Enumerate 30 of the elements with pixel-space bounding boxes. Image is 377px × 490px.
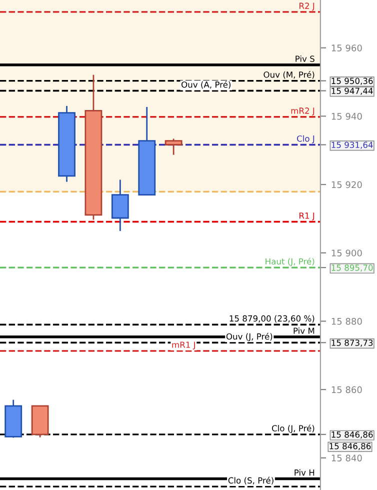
- y-tick-label: 15 920: [332, 181, 362, 188]
- y-tick-label: 15 895,70: [332, 264, 373, 272]
- y-tick-label: 15 840: [332, 454, 362, 462]
- candlestick: [111, 179, 129, 232]
- y-tick-label: 15 846,86: [332, 431, 373, 439]
- y-tick-label: 15 931,64: [332, 142, 373, 149]
- ref-line-label: Piv H: [294, 469, 314, 476]
- y-tick-label: 15 950,36: [332, 78, 373, 85]
- y-tick-label: 15 873,73: [332, 340, 373, 347]
- ref-line-label: R2 J: [300, 2, 314, 11]
- ref-line-label: Ouv (J, Pré): [226, 332, 272, 342]
- y-tick-label: 15 960: [332, 44, 362, 52]
- candlestick: [58, 105, 76, 182]
- ref-line-label: Clo J: [297, 135, 314, 144]
- ref-line-label: mR2 J: [291, 108, 314, 116]
- ref-line-label: R1 J: [300, 212, 314, 220]
- ref-line-label: Haut (J, Pré): [266, 258, 314, 266]
- y-tick-label: 15 880: [332, 318, 362, 325]
- ref-line-label: Piv S: [296, 55, 314, 62]
- ref-line-label: mR1 J: [172, 342, 195, 350]
- ref-line-label: Ouv (A, Pré): [182, 80, 230, 89]
- y-tick-label: 15 940: [332, 112, 362, 120]
- ref-line-label: 15 879,00 (23,60 %): [230, 315, 314, 323]
- y-tick-label: 15 860: [332, 386, 362, 394]
- ref-line-label: Clo (S, Pré): [228, 476, 274, 485]
- y-tick-label: 15 900: [332, 250, 362, 256]
- ref-line-label: Piv M: [294, 327, 314, 334]
- ref-line-label: Clo (J, Pré): [272, 424, 314, 433]
- ref-line-label: Ouv (M, Pré): [264, 70, 314, 79]
- y-tick-label: 15 947,44: [332, 88, 373, 95]
